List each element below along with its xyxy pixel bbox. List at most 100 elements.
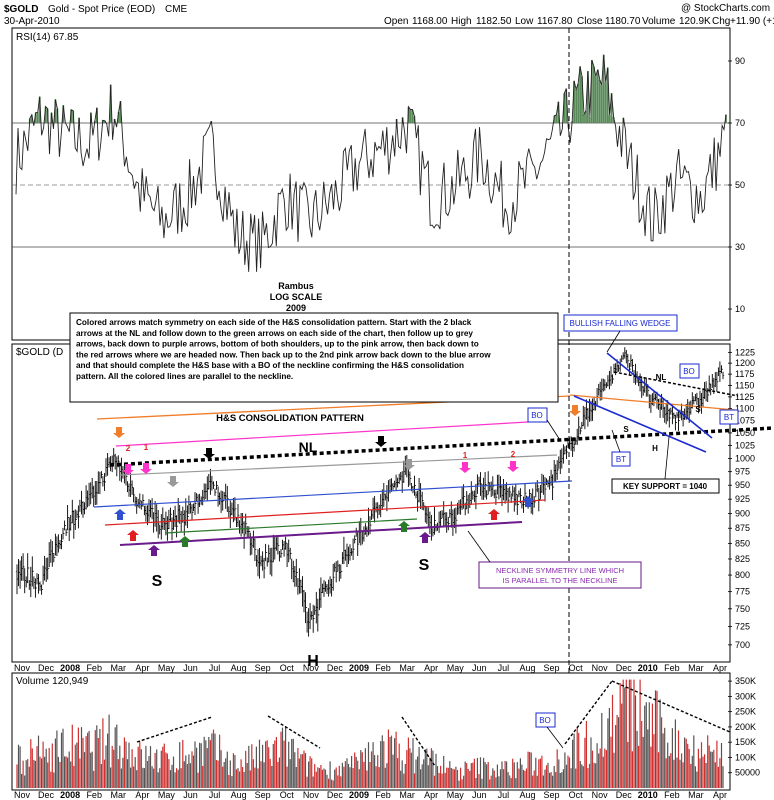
volume-bar — [608, 708, 610, 788]
volume-bar — [515, 778, 517, 788]
x-axis-label: Apr — [713, 663, 727, 673]
volume-bar — [447, 767, 449, 788]
volume-bar — [329, 761, 331, 788]
volume-bar — [458, 780, 460, 788]
volume-bar — [56, 730, 58, 788]
bo-callout-box-2 — [679, 363, 700, 379]
volume-bar — [134, 757, 136, 788]
volume-bar — [277, 761, 279, 788]
volume-bar — [347, 763, 350, 788]
x-axis-label: May — [447, 790, 465, 800]
volume-bar — [317, 767, 319, 788]
volume-bar — [590, 737, 592, 788]
volume-tick-label: 300K — [735, 691, 756, 701]
volume-trend-line — [564, 680, 613, 745]
volume-bar — [183, 761, 185, 788]
volume-bar — [561, 772, 563, 788]
x-axis-label: Oct — [569, 790, 584, 800]
volume-bar — [478, 774, 480, 788]
volume-bar — [203, 736, 205, 788]
volume-bar — [19, 746, 21, 788]
volume-bar — [682, 762, 684, 788]
volume-bar — [286, 766, 288, 788]
volume-bar — [684, 737, 686, 788]
key-support-box — [611, 478, 720, 494]
volume-bar — [238, 771, 241, 788]
orange-arrow-left-shape — [113, 427, 125, 438]
volume-bar — [308, 761, 310, 788]
volume-bar — [407, 737, 409, 788]
volume-bar — [584, 737, 586, 788]
volume-bar — [30, 739, 32, 788]
orange-arrow-right — [569, 405, 581, 416]
price-tick-label: 1200 — [735, 358, 755, 368]
volume-bar — [702, 756, 704, 788]
volume-bar — [232, 753, 234, 788]
volume-bar — [565, 764, 568, 788]
volume-bar — [260, 761, 262, 788]
volume-bar — [111, 745, 113, 788]
volume-bar — [370, 751, 373, 788]
volume-bar — [386, 763, 388, 788]
bt-callout-text-2: BT — [724, 413, 734, 422]
volume-bar — [544, 769, 546, 788]
black-arrow-right — [375, 436, 387, 447]
purple-arrow-right-shape — [419, 532, 431, 543]
volume-bar — [387, 729, 389, 788]
x-axis-label: Oct — [280, 790, 295, 800]
wedge-neckline — [613, 371, 739, 397]
volume-bar — [453, 769, 455, 788]
volume-bar — [657, 752, 660, 788]
volume-bar — [242, 767, 244, 788]
volume-bar — [513, 762, 515, 788]
grey-arrow-left — [167, 476, 179, 487]
volume-bar — [547, 762, 549, 788]
volume-bar — [690, 763, 692, 788]
bt-callout-box-2 — [719, 409, 739, 425]
volume-tick-label: 200K — [735, 722, 756, 732]
pink-parallel-line — [115, 420, 546, 447]
volume-trend-line — [136, 716, 213, 743]
volume-bar — [433, 775, 436, 788]
rsi-axis-ticks: 90 70 50 30 10 — [728, 56, 745, 314]
symmetry-arrows: 2 1 1 2 — [113, 405, 581, 556]
volume-bar — [400, 770, 402, 788]
volume-bar — [369, 762, 371, 788]
volume-bar — [53, 772, 55, 788]
volume-panel: Volume 120,949 350K 300K 250K 200K 150K 100K 5… — [11, 672, 760, 791]
volume-bar — [291, 739, 293, 788]
x-axis-label: Jul — [209, 663, 221, 673]
x-axis-label: Jun — [183, 790, 198, 800]
volume-label: Volume — [642, 16, 676, 27]
volume-bar — [188, 754, 190, 788]
volume-bar — [351, 756, 353, 788]
volume-bar — [82, 737, 84, 788]
volume-bar — [625, 679, 627, 788]
volume-bar — [116, 724, 118, 788]
volume-bar — [704, 754, 706, 788]
volume-bar — [693, 735, 695, 788]
volume-bar — [59, 761, 61, 788]
volume-bar — [607, 718, 609, 788]
volume-bar — [140, 749, 142, 788]
volume-bar — [496, 764, 498, 788]
volume-bar — [47, 762, 49, 788]
volume-bar — [665, 758, 667, 788]
price-tick-label: 1075 — [735, 416, 755, 426]
volume-bar — [697, 748, 699, 788]
volume-bar — [696, 771, 698, 788]
volume-bar — [222, 766, 224, 788]
close-value: 1180.70 — [605, 16, 641, 27]
volume-bar — [452, 768, 454, 788]
volume-bar — [148, 756, 150, 788]
volume-bar — [375, 766, 377, 788]
volume-bar — [450, 768, 452, 788]
volume-bar — [562, 769, 564, 788]
volume-bar — [182, 739, 184, 788]
volume-bar — [354, 752, 356, 788]
x-axis-label: Dec — [327, 790, 344, 800]
price-tick-label: 750 — [735, 604, 750, 614]
x-axis-label: Feb — [664, 663, 680, 673]
x-axis-label: Feb — [375, 663, 391, 673]
red-num-1-right: 1 — [463, 451, 468, 460]
